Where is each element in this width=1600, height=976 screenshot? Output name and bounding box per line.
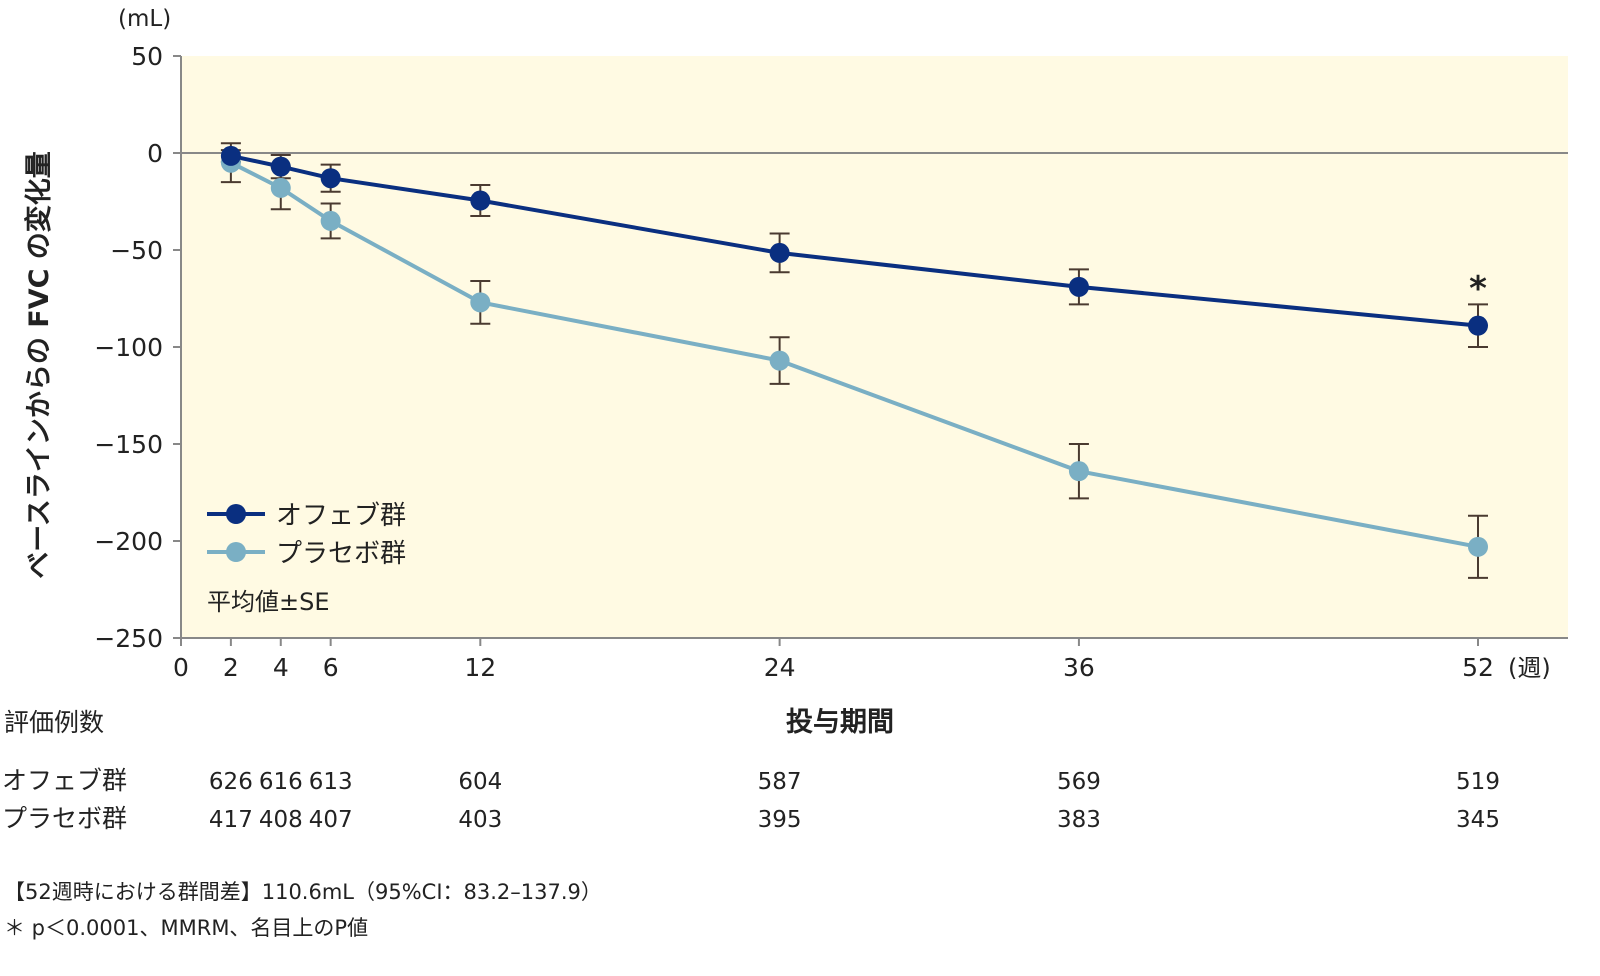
n-table-cell: 395 [758,807,802,833]
legend-label: プラセボ群 [276,539,406,569]
n-table-cell: 403 [458,807,502,833]
legend-note: 平均値±SE [207,588,330,616]
n-table-cell: 604 [458,769,502,795]
n-table-cell: 407 [309,807,353,833]
n-table-cell: 616 [259,769,303,795]
n-table-cell: 587 [758,769,802,795]
data-point [470,292,491,313]
n-table-cell: 569 [1057,769,1101,795]
y-tick-label: 0 [147,139,163,168]
n-table-row-label: オフェブ群 [2,766,127,795]
data-point [320,210,341,231]
data-point [470,190,491,211]
x-tick-label: 4 [273,653,289,682]
x-unit: (週) [1508,654,1551,682]
data-point [1468,315,1488,336]
y-tick-label: −150 [94,430,163,459]
x-tick-label: 36 [1063,653,1095,682]
x-tick-label: 52 [1462,653,1494,682]
y-tick-label: 50 [131,42,163,71]
data-point [1068,276,1089,297]
data-point [320,168,341,189]
x-tick-label: 0 [173,653,189,682]
data-point [270,156,291,177]
x-tick-label: 6 [323,653,339,682]
group-difference-note: 【52週時における群間差】110.6mL（95%CI：83.2–137.9） [4,880,602,904]
data-point [270,177,291,198]
y-tick-label: −50 [110,236,163,265]
n-table-cell: 408 [259,807,303,833]
n-table-cell: 613 [309,769,353,795]
x-axis-label: 投与期間 [786,707,894,738]
legend-label: オフェブ群 [276,501,406,531]
data-point [1468,536,1488,557]
n-table-cell: 345 [1456,807,1500,833]
y-unit: (mL) [118,6,171,32]
legend-marker [226,542,246,562]
x-tick-label: 2 [223,653,239,682]
data-point [769,242,790,263]
n-table-cell: 519 [1456,769,1500,795]
data-point [1068,461,1089,482]
n-table-cell: 383 [1057,807,1101,833]
n-table-cell: 417 [209,807,253,833]
p-value-note: ＊ p＜0.0001、MMRM、名目上のP値 [4,916,369,940]
significance-marker: * [1469,269,1487,309]
legend-marker [226,504,246,524]
x-tick-label: 12 [464,653,496,682]
y-axis-label: ベースラインからの FVC の変化量 [23,151,55,579]
n-table-cell: 626 [209,769,253,795]
n-table-title: 評価例数 [4,708,104,737]
y-tick-label: −250 [94,624,163,653]
y-tick-label: −100 [94,333,163,362]
x-tick-label: 24 [764,653,796,682]
y-tick-label: −200 [94,527,163,556]
n-table-row-label: プラセボ群 [2,804,127,833]
data-point [769,350,790,371]
data-point [220,145,241,166]
